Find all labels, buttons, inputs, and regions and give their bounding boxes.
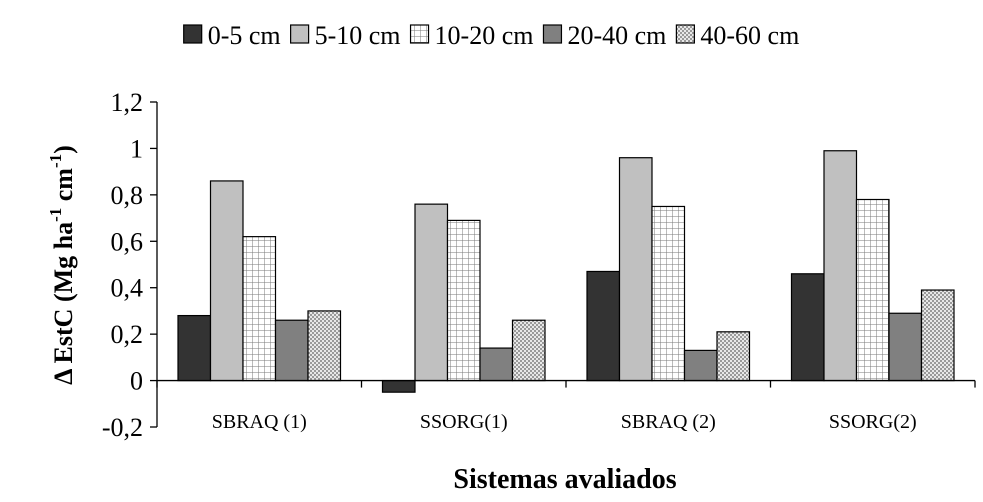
legend-label: 40-60 cm	[700, 21, 799, 50]
bar	[242, 236, 277, 382]
y-tick-label: 0,8	[111, 181, 144, 210]
bar	[381, 379, 416, 393]
bar	[511, 319, 546, 382]
x-tick-label: SSORG(1)	[420, 411, 508, 433]
bar	[446, 219, 481, 382]
x-tick-label: SBRAQ (1)	[212, 411, 307, 433]
y-axis: -0,2 0 0,2 0,4 0,6 0,8 1 1,2	[102, 88, 158, 442]
y-tick-label: 0,6	[111, 227, 144, 256]
x-axis: SBRAQ (1) SSORG(1) SBRAQ (2) SSORG(2)	[156, 379, 976, 433]
bar	[209, 180, 244, 382]
y-axis-label-sup1: -1	[46, 208, 65, 222]
legend-swatch	[675, 24, 695, 44]
y-axis-label-sup2: -1	[46, 154, 65, 168]
y-tick-label: 0,4	[111, 274, 144, 303]
bar	[618, 157, 653, 382]
legend-swatch	[290, 24, 310, 44]
legend-swatch	[542, 24, 563, 44]
bar	[479, 347, 514, 382]
bar	[920, 289, 955, 382]
bar	[823, 150, 858, 382]
legend-label: 5-10 cm	[315, 21, 401, 50]
legend-swatch	[409, 24, 430, 44]
x-axis-label: Sistemas avaliados	[453, 464, 676, 495]
y-tick-label: 1	[130, 134, 143, 163]
x-tick-label: SSORG(2)	[829, 411, 917, 433]
bar	[855, 198, 890, 382]
bar	[683, 349, 718, 382]
bar	[177, 314, 212, 382]
y-tick-label: -0,2	[102, 413, 143, 442]
bar	[651, 205, 686, 382]
bars	[177, 150, 955, 393]
legend-label: 10-20 cm	[435, 21, 534, 50]
y-axis-label-middle: cm	[49, 168, 78, 208]
legend-swatch	[183, 24, 203, 44]
bar	[274, 319, 309, 382]
bar	[586, 270, 621, 382]
bar	[790, 273, 825, 382]
y-axis-label-suffix: )	[49, 145, 78, 154]
bar	[716, 331, 751, 382]
legend-label: 20-40 cm	[567, 21, 666, 50]
y-axis-label-prefix: Δ EstC (Mg ha	[49, 222, 78, 385]
legend-label: 0-5 cm	[208, 21, 281, 50]
legend: 0-5 cm 5-10 cm 10-20 cm 20-40 cm 40-60 cm	[183, 21, 799, 50]
bar	[414, 203, 449, 382]
bar	[888, 312, 923, 382]
bar	[307, 310, 342, 382]
y-axis-label: Δ EstC (Mg ha-1 cm-1)	[46, 145, 78, 385]
x-tick-label: SBRAQ (2)	[621, 411, 716, 433]
y-tick-label: 1,2	[111, 88, 144, 117]
y-tick-label: 0,2	[111, 320, 144, 349]
y-tick-label: 0	[130, 367, 143, 396]
